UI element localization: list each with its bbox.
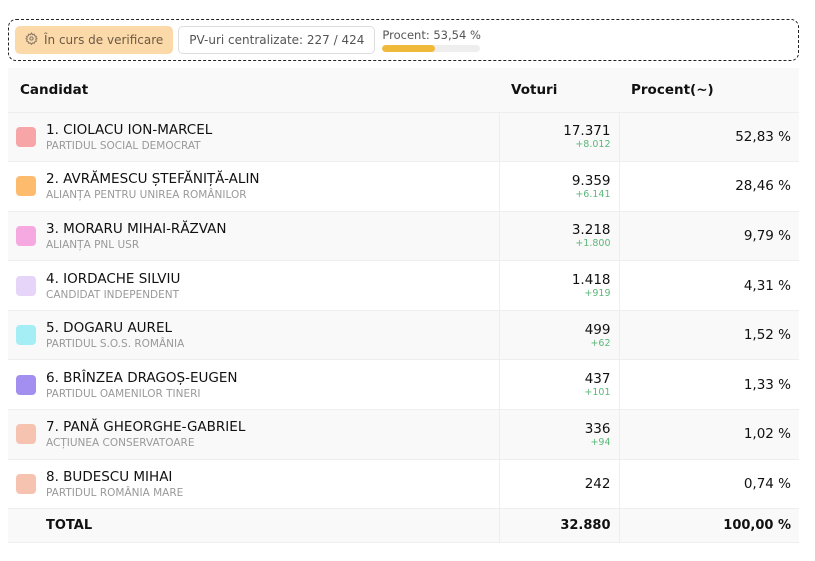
votes-cell: 3.218 +1.800 bbox=[498, 211, 619, 262]
votes-cell: 17.371 +8.012 bbox=[498, 112, 619, 163]
votes-value: 9.359 bbox=[571, 172, 611, 189]
table-row: 8. BUDESCU MIHAI PARTIDUL ROMÂNIA MARE 2… bbox=[8, 459, 799, 510]
candidate-name: 4. IORDACHE SILVIU bbox=[46, 270, 181, 287]
total-row: TOTAL 32.880 100,00 % bbox=[8, 508, 799, 544]
status-bar: În curs de verificare PV-uri centralizat… bbox=[8, 19, 799, 61]
votes-cell: 242 bbox=[498, 459, 619, 510]
pv-count-badge: PV-uri centralizate: 227 / 424 bbox=[178, 26, 376, 54]
table-row: 6. BRÎNZEA DRAGOȘ-EUGEN PARTIDUL OAMENIL… bbox=[8, 359, 799, 411]
party-color-swatch bbox=[16, 424, 36, 445]
table-row: 1. CIOLACU ION-MARCEL PARTIDUL SOCIAL DE… bbox=[8, 112, 799, 163]
candidate-cell: 1. CIOLACU ION-MARCEL PARTIDUL SOCIAL DE… bbox=[8, 112, 499, 163]
header-candidate: Candidat bbox=[8, 68, 499, 113]
percent-cell: 9,79 % bbox=[618, 211, 799, 262]
table-row: 2. AVRĂMESCU ȘTEFĂNIȚĂ-ALIN ALIANȚA PENT… bbox=[8, 161, 799, 212]
party-color-swatch bbox=[16, 126, 36, 147]
party-name: ACȚIUNEA CONSERVATOARE bbox=[46, 437, 195, 450]
votes-delta: +94 bbox=[590, 436, 611, 448]
party-color-swatch bbox=[16, 374, 36, 395]
votes-value: 437 bbox=[584, 371, 611, 388]
verification-status-badge: În curs de verificare bbox=[15, 26, 174, 54]
votes-value: 17.371 bbox=[563, 123, 611, 140]
votes-value: 499 bbox=[584, 321, 611, 338]
party-name: ALIANȚA PENTRU UNIREA ROMÂNILOR bbox=[46, 189, 247, 202]
votes-cell: 499 +62 bbox=[498, 310, 619, 361]
candidate-name: 5. DOGARU AUREL bbox=[46, 320, 172, 337]
votes-value: 336 bbox=[584, 420, 611, 437]
percent-cell: 4,31 % bbox=[618, 260, 799, 311]
header-votes: Voturi bbox=[499, 68, 619, 113]
percent-progress: Procent: 53,54 % bbox=[382, 28, 481, 52]
candidate-cell: 5. DOGARU AUREL PARTIDUL S.O.S. ROMÂNIA bbox=[8, 310, 499, 361]
table-row: 3. MORARU MIHAI-RĂZVAN ALIANȚA PNL USR 3… bbox=[8, 211, 799, 262]
party-name: CANDIDAT INDEPENDENT bbox=[46, 288, 180, 301]
candidate-name: 7. PANĂ GHEORGHE-GABRIEL bbox=[46, 419, 246, 436]
party-color-swatch bbox=[16, 225, 36, 246]
percent-value: 4,31 % bbox=[743, 277, 791, 294]
votes-delta: +919 bbox=[584, 288, 611, 300]
percent-value: 28,46 % bbox=[735, 178, 791, 195]
progress-fill bbox=[382, 45, 435, 52]
results-table: Candidat Voturi Procent(~) 1. CIOLACU IO… bbox=[8, 68, 799, 544]
verification-label: În curs de verificare bbox=[44, 33, 164, 47]
total-percent: 100,00 % bbox=[618, 508, 799, 544]
table-row: 4. IORDACHE SILVIU CANDIDAT INDEPENDENT … bbox=[8, 260, 799, 311]
votes-cell: 9.359 +6.141 bbox=[498, 161, 619, 212]
candidate-cell: 2. AVRĂMESCU ȘTEFĂNIȚĂ-ALIN ALIANȚA PENT… bbox=[8, 161, 499, 212]
table-row: 5. DOGARU AUREL PARTIDUL S.O.S. ROMÂNIA … bbox=[8, 310, 799, 361]
party-name: PARTIDUL S.O.S. ROMÂNIA bbox=[46, 338, 185, 351]
candidate-name: 3. MORARU MIHAI-RĂZVAN bbox=[46, 220, 227, 237]
votes-delta: +101 bbox=[584, 387, 611, 399]
total-votes: 32.880 bbox=[498, 508, 619, 544]
progress-bar bbox=[382, 45, 481, 52]
percent-cell: 1,33 % bbox=[618, 359, 799, 411]
candidate-name: 8. BUDESCU MIHAI bbox=[46, 468, 173, 485]
votes-delta: +6.141 bbox=[575, 188, 611, 200]
percent-value: 1,02 % bbox=[743, 426, 791, 443]
votes-cell: 1.418 +919 bbox=[498, 260, 619, 311]
table-row: 7. PANĂ GHEORGHE-GABRIEL ACȚIUNEA CONSER… bbox=[8, 409, 799, 460]
votes-cell: 437 +101 bbox=[498, 359, 619, 411]
candidate-cell: 8. BUDESCU MIHAI PARTIDUL ROMÂNIA MARE bbox=[8, 459, 499, 510]
votes-cell: 336 +94 bbox=[498, 409, 619, 460]
party-name: PARTIDUL SOCIAL DEMOCRAT bbox=[46, 139, 201, 152]
percent-value: 0,74 % bbox=[743, 475, 791, 492]
percent-label: Procent: 53,54 % bbox=[382, 28, 481, 42]
votes-delta: +62 bbox=[590, 337, 611, 349]
candidate-cell: 3. MORARU MIHAI-RĂZVAN ALIANȚA PNL USR bbox=[8, 211, 499, 262]
percent-cell: 52,83 % bbox=[618, 112, 799, 163]
party-name: PARTIDUL ROMÂNIA MARE bbox=[46, 486, 184, 499]
percent-value: 9,79 % bbox=[743, 227, 791, 244]
candidate-name: 6. BRÎNZEA DRAGOȘ-EUGEN bbox=[46, 369, 238, 386]
votes-value: 3.218 bbox=[571, 222, 611, 239]
percent-cell: 28,46 % bbox=[618, 161, 799, 212]
votes-value: 242 bbox=[584, 475, 611, 492]
candidate-cell: 4. IORDACHE SILVIU CANDIDAT INDEPENDENT bbox=[8, 260, 499, 311]
candidate-cell: 7. PANĂ GHEORGHE-GABRIEL ACȚIUNEA CONSER… bbox=[8, 409, 499, 460]
party-name: ALIANȚA PNL USR bbox=[46, 238, 140, 251]
header-percent: Procent(~) bbox=[619, 68, 799, 113]
candidate-cell: 6. BRÎNZEA DRAGOȘ-EUGEN PARTIDUL OAMENIL… bbox=[8, 359, 499, 411]
candidate-name: 2. AVRĂMESCU ȘTEFĂNIȚĂ-ALIN bbox=[46, 171, 260, 188]
party-color-swatch bbox=[16, 275, 36, 296]
party-color-swatch bbox=[16, 325, 36, 346]
percent-value: 1,33 % bbox=[743, 376, 791, 393]
percent-value: 1,52 % bbox=[743, 327, 791, 344]
percent-cell: 0,74 % bbox=[618, 459, 799, 510]
party-color-swatch bbox=[16, 176, 36, 197]
party-name: PARTIDUL OAMENILOR TINERI bbox=[46, 387, 201, 400]
gear-icon bbox=[25, 32, 38, 48]
total-label: TOTAL bbox=[8, 508, 499, 544]
percent-cell: 1,52 % bbox=[618, 310, 799, 361]
percent-cell: 1,02 % bbox=[618, 409, 799, 460]
percent-value: 52,83 % bbox=[735, 128, 791, 145]
votes-delta: +1.800 bbox=[575, 238, 611, 250]
party-color-swatch bbox=[16, 473, 36, 494]
votes-delta: +8.012 bbox=[575, 139, 611, 151]
candidate-name: 1. CIOLACU ION-MARCEL bbox=[46, 121, 213, 138]
votes-value: 1.418 bbox=[571, 272, 611, 289]
